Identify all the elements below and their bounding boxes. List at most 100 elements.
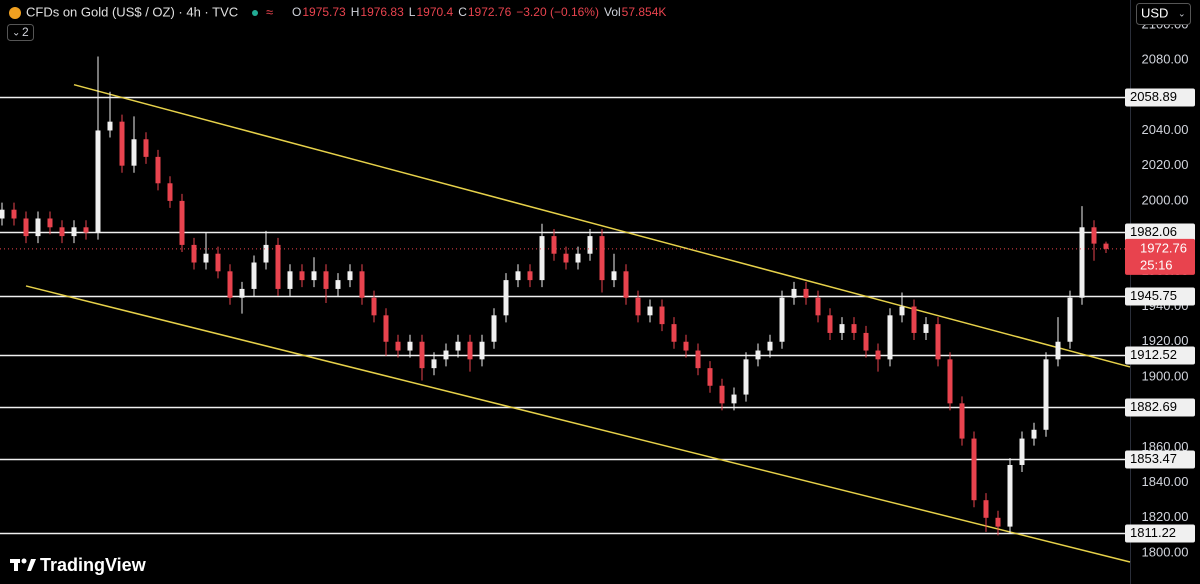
currency-label: USD xyxy=(1141,5,1168,20)
candle-body xyxy=(323,271,329,289)
candle-body xyxy=(71,227,77,237)
candle-body xyxy=(863,332,869,351)
logo: TradingView xyxy=(10,555,147,575)
candle-body xyxy=(707,368,713,386)
candle-body xyxy=(635,297,641,316)
candle-body xyxy=(35,218,41,237)
candle-body xyxy=(803,288,809,298)
candle-body xyxy=(815,297,821,316)
y-tick-label: 1840.00 xyxy=(1142,474,1189,489)
symbol-title: CFDs on Gold (US$ / OZ) · 4h · TVC xyxy=(26,4,238,19)
indicator-toggle[interactable] xyxy=(7,24,34,41)
candle-body xyxy=(47,218,53,228)
candle-body xyxy=(563,253,569,263)
candle-body xyxy=(227,271,233,298)
level-label-box xyxy=(1125,287,1195,306)
candle-body xyxy=(119,121,125,166)
candle-body xyxy=(419,341,425,369)
ohlc-label: Vol xyxy=(604,5,621,19)
y-tick-label: 1820.00 xyxy=(1142,509,1189,524)
y-tick-label: 2020.00 xyxy=(1142,157,1189,172)
candle-body xyxy=(443,350,449,360)
candle-body xyxy=(467,341,473,360)
price-box xyxy=(1125,238,1195,275)
candle-body xyxy=(887,315,893,360)
candle-body xyxy=(743,359,749,395)
y-tick-label: 2040.00 xyxy=(1142,122,1189,137)
candle-body xyxy=(59,227,65,237)
y-tick-label: 2000.00 xyxy=(1142,192,1189,207)
candle-body xyxy=(611,271,617,281)
candle-body xyxy=(695,350,701,369)
level-label: 1912.52 xyxy=(1130,347,1177,362)
candle-body xyxy=(539,236,545,281)
candle-body xyxy=(383,315,389,342)
candle-body xyxy=(911,306,917,333)
candle-body xyxy=(995,517,1001,527)
candle-body xyxy=(179,200,185,245)
level-label: 1853.47 xyxy=(1130,451,1177,466)
candle-body xyxy=(335,280,341,289)
ohlc-value: −3.20 (−0.16%) xyxy=(516,5,599,19)
candle-body xyxy=(671,324,677,342)
level-label-box xyxy=(1125,450,1195,469)
candle-body xyxy=(275,244,281,289)
y-tick-label: 1900.00 xyxy=(1142,368,1189,383)
candle-body xyxy=(575,253,581,263)
ohlc-label: L xyxy=(409,5,416,19)
currency-button[interactable] xyxy=(1136,3,1191,25)
candle-body xyxy=(851,324,857,333)
level-label-box xyxy=(1125,524,1195,543)
candle-body xyxy=(659,306,665,325)
candle-body xyxy=(11,209,17,219)
logo-mark xyxy=(14,559,18,571)
candle-body xyxy=(779,297,785,342)
ohlc-label: H xyxy=(351,5,360,19)
candle-body xyxy=(203,253,209,263)
candle-body xyxy=(1031,429,1037,439)
candle-body xyxy=(1067,297,1073,342)
candle-body xyxy=(899,306,905,316)
candle-body xyxy=(647,306,653,316)
level-label: 1811.22 xyxy=(1130,525,1176,540)
candle-body xyxy=(1055,341,1061,360)
logo-text: TradingView xyxy=(40,555,147,575)
candle-body xyxy=(0,209,5,219)
candle-body xyxy=(959,403,965,439)
candle-body xyxy=(263,244,269,263)
candle-body xyxy=(1103,243,1109,249)
currency-chevron: ⌄ xyxy=(1178,8,1186,18)
candle-body xyxy=(359,271,365,298)
candle-body xyxy=(1007,464,1013,527)
header: ≈ CFDs on Gold (US$ / OZ) · 4h · TVC ⌄ 2… xyxy=(7,3,1191,575)
candle-body xyxy=(143,139,149,157)
status-icon: ≈ xyxy=(266,4,273,19)
candle-body xyxy=(107,121,113,131)
y-tick-label: 2080.00 xyxy=(1142,51,1189,66)
level-label: 2058.89 xyxy=(1130,89,1177,104)
level-label-box xyxy=(1125,223,1195,242)
candle-body xyxy=(95,130,101,233)
ohlc-value: 1975.73 xyxy=(302,5,346,19)
candle-body xyxy=(407,341,413,351)
candle-body xyxy=(287,271,293,289)
candle-body xyxy=(599,236,605,281)
candle-body xyxy=(1043,359,1049,430)
candle-body xyxy=(455,341,461,351)
ohlc-value: 1972.76 xyxy=(468,5,512,19)
candle-body xyxy=(431,359,437,369)
candle-body xyxy=(791,288,797,298)
countdown: 25:16 xyxy=(1140,257,1173,272)
candle-body xyxy=(1019,438,1025,465)
candle-body xyxy=(395,341,401,351)
candle-body xyxy=(971,438,977,501)
candle-body xyxy=(683,341,689,351)
y-tick-label: 1860.00 xyxy=(1142,439,1189,454)
candle-body xyxy=(1079,227,1085,298)
candle-body xyxy=(239,288,245,298)
ohlc-value: 1976.83 xyxy=(360,5,404,19)
candle-body xyxy=(983,500,989,518)
y-tick-label: 1920.00 xyxy=(1142,333,1189,348)
candle-body xyxy=(251,262,257,289)
